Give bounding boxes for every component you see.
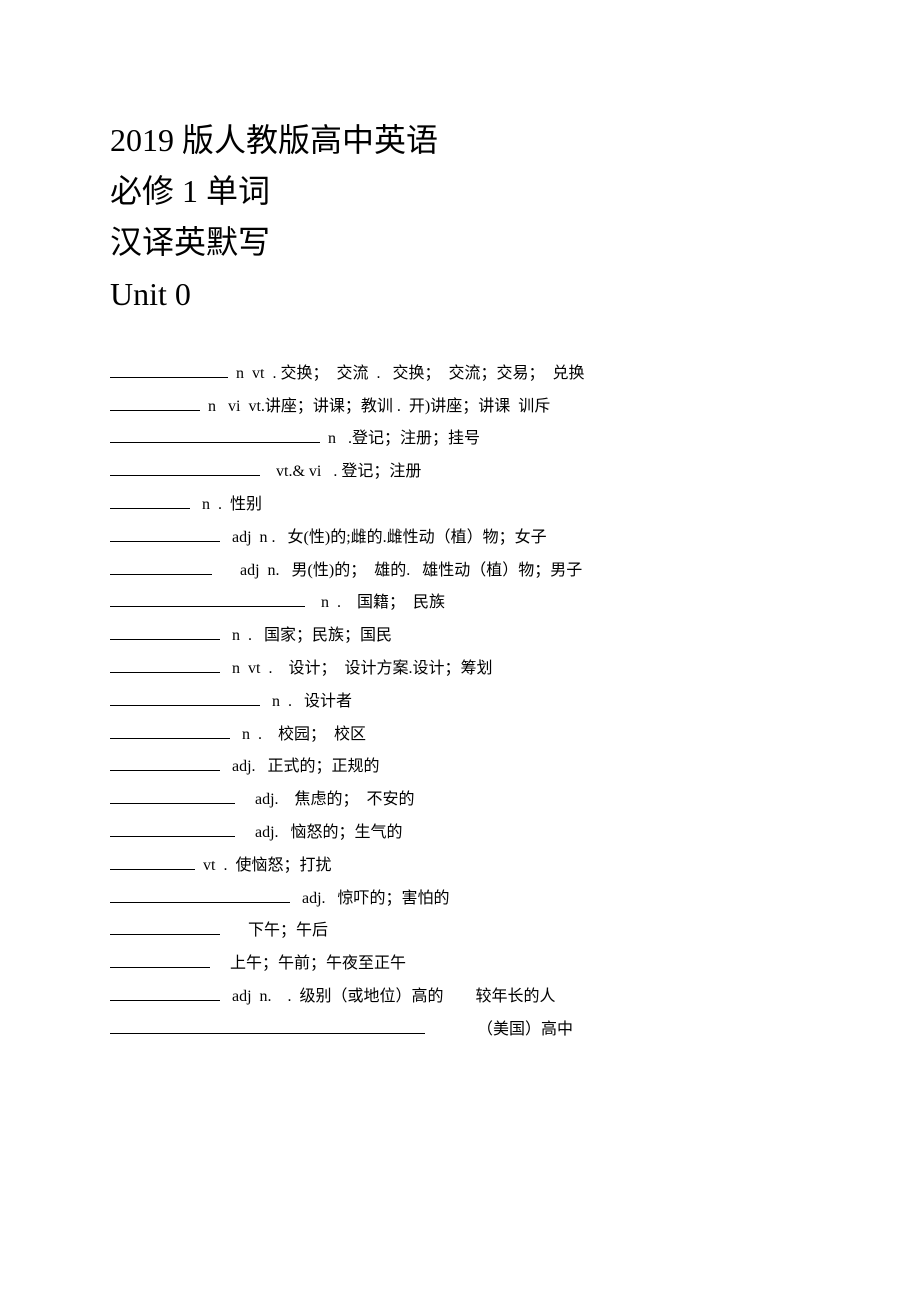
- fill-blank: [110, 788, 235, 804]
- vocab-entry: adj. 焦虑的； 不安的: [110, 784, 810, 817]
- vocab-entry: （美国）高中: [110, 1014, 810, 1047]
- entry-text: adj n . 女(性)的;雌的.雌性动（植）物；女子: [224, 529, 547, 546]
- vocab-entry: adj n. . 级别（或地位）高的 较年长的人: [110, 981, 810, 1014]
- entry-text: adj. 焦虑的； 不安的: [239, 791, 415, 808]
- fill-blank: [110, 723, 230, 739]
- entry-text: 下午；午后: [224, 922, 328, 939]
- vocab-entry: n . 校园； 校区: [110, 719, 810, 752]
- vocab-entry: adj. 惊吓的；害怕的: [110, 883, 810, 916]
- entry-text: n vt . 交换； 交流 . 交换； 交流；交易； 兑换: [232, 365, 584, 382]
- entry-text: vt.& vi . 登记；注册: [264, 463, 421, 480]
- entry-text: n . 设计者: [264, 693, 352, 710]
- heading-line-1: 2019 版人教版高中英语: [110, 115, 810, 166]
- vocabulary-list: n vt . 交换； 交流 . 交换； 交流；交易； 兑换 n vi vt.讲座…: [110, 358, 810, 1047]
- vocab-entry: adj n . 女(性)的;雌的.雌性动（植）物；女子: [110, 522, 810, 555]
- fill-blank: [110, 985, 220, 1001]
- fill-blank: [110, 1018, 425, 1034]
- vocab-entry: n vt . 设计； 设计方案.设计；筹划: [110, 653, 810, 686]
- fill-blank: [110, 690, 260, 706]
- entry-text: adj. 正式的；正规的: [224, 758, 380, 775]
- fill-blank: [110, 755, 220, 771]
- vocab-entry: 下午；午后: [110, 915, 810, 948]
- entry-text: adj n. 男(性)的； 雄的. 雄性动（植）物；男子: [216, 562, 582, 579]
- entry-text: n . 校园； 校区: [234, 726, 366, 743]
- fill-blank: [110, 657, 220, 673]
- fill-blank: [110, 919, 220, 935]
- entry-text: vt . 使恼怒；打扰: [199, 857, 331, 874]
- entry-text: n . 性别: [194, 496, 262, 513]
- vocab-entry: n .登记；注册；挂号: [110, 423, 810, 456]
- vocab-entry: n . 设计者: [110, 686, 810, 719]
- heading-line-3: 汉译英默写: [110, 217, 810, 268]
- vocab-entry: n . 性别: [110, 489, 810, 522]
- fill-blank: [110, 395, 200, 411]
- fill-blank: [110, 887, 290, 903]
- vocab-entry: 上午；午前；午夜至正午: [110, 948, 810, 981]
- document-heading: 2019 版人教版高中英语 必修 1 单词 汉译英默写 Unit 0: [110, 115, 810, 320]
- fill-blank: [110, 526, 220, 542]
- vocab-entry: adj. 恼怒的；生气的: [110, 817, 810, 850]
- vocab-entry: n vi vt.讲座；讲课；教训 . 开)讲座；讲课 训斥: [110, 391, 810, 424]
- entry-text: adj n. . 级别（或地位）高的 较年长的人: [224, 988, 556, 1005]
- entry-text: n .登记；注册；挂号: [324, 430, 480, 447]
- heading-line-2: 必修 1 单词: [110, 166, 810, 217]
- vocab-entry: vt . 使恼怒；打扰: [110, 850, 810, 883]
- entry-text: 上午；午前；午夜至正午: [214, 955, 406, 972]
- fill-blank: [110, 821, 235, 837]
- fill-blank: [110, 362, 228, 378]
- vocab-entry: adj. 正式的；正规的: [110, 751, 810, 784]
- entry-text: n . 国籍； 民族: [309, 594, 445, 611]
- entry-text: n vt . 设计； 设计方案.设计；筹划: [224, 660, 492, 677]
- entry-text: n vi vt.讲座；讲课；教训 . 开)讲座；讲课 训斥: [204, 398, 550, 415]
- fill-blank: [110, 952, 210, 968]
- vocab-entry: adj n. 男(性)的； 雄的. 雄性动（植）物；男子: [110, 555, 810, 588]
- vocab-entry: n . 国籍； 民族: [110, 587, 810, 620]
- fill-blank: [110, 854, 195, 870]
- fill-blank: [110, 460, 260, 476]
- vocab-entry: n . 国家；民族；国民: [110, 620, 810, 653]
- heading-line-4: Unit 0: [110, 269, 810, 320]
- vocab-entry: n vt . 交换； 交流 . 交换； 交流；交易； 兑换: [110, 358, 810, 391]
- entry-text: n . 国家；民族；国民: [224, 627, 392, 644]
- fill-blank: [110, 493, 190, 509]
- entry-text: adj. 惊吓的；害怕的: [294, 890, 450, 907]
- fill-blank: [110, 559, 212, 575]
- fill-blank: [110, 591, 305, 607]
- fill-blank: [110, 427, 320, 443]
- entry-text: （美国）高中: [429, 1021, 573, 1038]
- fill-blank: [110, 624, 220, 640]
- vocab-entry: vt.& vi . 登记；注册: [110, 456, 810, 489]
- entry-text: adj. 恼怒的；生气的: [239, 824, 403, 841]
